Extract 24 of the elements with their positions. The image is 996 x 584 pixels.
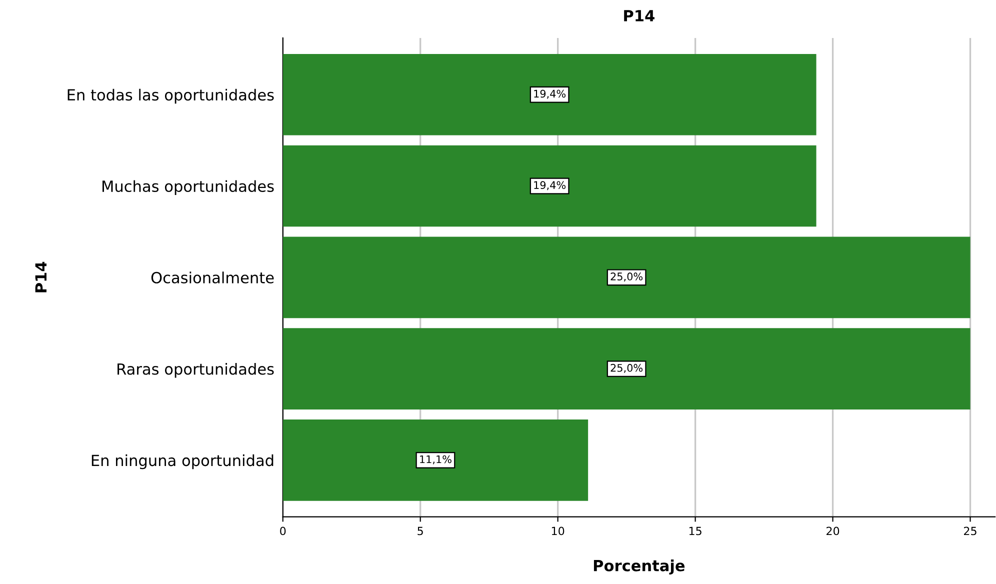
y-tick-label: Ocasionalmente: [151, 272, 274, 284]
data-label: 25,0%: [610, 272, 643, 282]
y-tick-label: En todas las oportunidades: [68, 88, 274, 104]
bar: [282, 328, 970, 410]
x-tick-label: 5: [418, 526, 423, 536]
bar: [282, 145, 816, 227]
bar: [282, 420, 588, 501]
data-label: 25,0%: [610, 364, 643, 373]
x-tick-label: 0: [280, 526, 286, 536]
bar: [282, 54, 816, 136]
y-axis-title: P14: [35, 262, 46, 292]
data-label: 19,4%: [534, 181, 566, 190]
y-tick-label: Muchas oportunidades: [102, 180, 274, 195]
y-tick-label: En ninguna oportunidad: [92, 454, 274, 470]
x-axis-title: Porcentaje: [594, 560, 685, 574]
x-tick-label: 10: [552, 526, 564, 536]
x-tick-label: 25: [964, 526, 976, 536]
chart-title: P14: [624, 10, 654, 22]
data-label: 19,4%: [534, 90, 566, 99]
x-tick-label: 20: [826, 526, 840, 536]
bar: [282, 236, 970, 318]
y-tick-label: Raras oportunidades: [118, 362, 274, 378]
x-tick-label: 15: [689, 526, 702, 536]
data-label: 11,1%: [420, 455, 452, 464]
